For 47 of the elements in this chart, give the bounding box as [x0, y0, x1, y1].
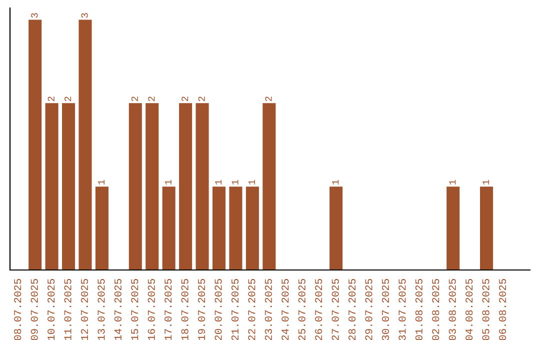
x-tick-label: 27.07.2025: [332, 279, 339, 340]
x-tick-label: 09.07.2025: [30, 279, 38, 340]
x-tick-label: 25.07.2025: [298, 279, 306, 340]
x-tick-label: 24.07.2025: [282, 279, 289, 340]
x-tick-label: 14.07.2025: [114, 279, 122, 340]
x-tick-label: 11.07.2025: [64, 279, 72, 340]
x-tick-label: 29.07.2025: [365, 279, 372, 340]
data-label: 3: [81, 13, 88, 18]
x-tick-label: 04.08.2025: [466, 279, 473, 340]
data-label: 2: [265, 96, 272, 102]
data-label: 2: [131, 96, 138, 102]
data-label: 2: [64, 96, 72, 102]
data-label: 1: [164, 180, 172, 184]
x-tick-label: 19.07.2025: [198, 279, 206, 340]
x-tick-label: 22.07.2025: [248, 279, 256, 340]
data-label: 1: [332, 180, 339, 184]
x-tick-label: 20.07.2025: [214, 279, 222, 340]
x-tick-label: 15.07.2025: [131, 279, 138, 340]
x-tick-label: 26.07.2025: [315, 279, 322, 340]
x-tick-label: 03.08.2025: [448, 279, 456, 340]
x-tick-label: 05.08.2025: [482, 279, 490, 340]
x-tick-label: 10.07.2025: [48, 279, 55, 340]
data-label: 3: [31, 13, 38, 18]
data-label: 1: [482, 180, 490, 184]
data-label: 2: [148, 96, 155, 102]
data-label: 1: [98, 180, 104, 184]
data-label: 2: [182, 96, 188, 102]
data-label: 1: [215, 180, 222, 184]
x-tick-label: 30.07.2025: [382, 279, 389, 340]
x-tick-label: 31.07.2025: [398, 279, 406, 340]
x-tick-label: 17.07.2025: [164, 279, 172, 340]
x-tick-label: 18.07.2025: [181, 279, 188, 340]
x-tick-label: 21.07.2025: [231, 279, 239, 340]
x-tick-label: 02.08.2025: [432, 279, 440, 340]
x-tick-label: 08.07.2025: [14, 279, 22, 340]
x-tick-label: 13.07.2025: [98, 279, 105, 340]
x-tick-label: 06.08.2025: [498, 279, 506, 340]
data-label: 2: [198, 96, 205, 102]
data-label: 1: [449, 180, 456, 184]
x-tick-label: 23.07.2025: [264, 279, 272, 340]
x-tick-label: 12.07.2025: [80, 279, 88, 340]
data-label: 1: [232, 180, 238, 184]
x-tick-label: 01.08.2025: [415, 279, 422, 340]
data-label: 1: [248, 180, 255, 184]
data-label: 2: [48, 96, 54, 102]
x-tick-label: 16.07.2025: [148, 279, 155, 340]
x-tick-label: 28.07.2025: [348, 279, 356, 340]
